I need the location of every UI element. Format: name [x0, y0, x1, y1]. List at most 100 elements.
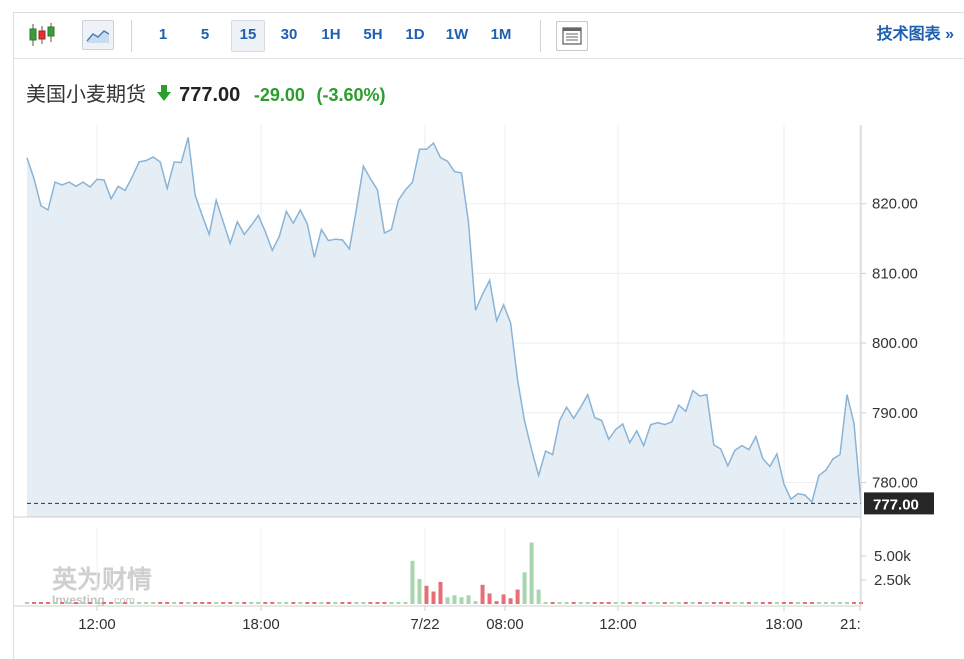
volume-bar: [417, 579, 422, 604]
watermark-cn: 英为财情: [52, 566, 152, 594]
volume-bars: [25, 542, 863, 604]
quote-header: 美国小麦期货 777.00 -29.00 (-3.60%): [26, 78, 386, 106]
interval-5h[interactable]: 5H: [363, 26, 383, 43]
instrument-name: 美国小麦期货: [26, 84, 146, 106]
volume-bar: [445, 597, 450, 604]
price-line: [26, 137, 862, 504]
volume-bar: [354, 602, 359, 604]
interval-5[interactable]: 5: [200, 26, 210, 43]
volume-bar: [564, 602, 569, 604]
x-tick-label: 18:00: [242, 616, 280, 633]
volume-bar: [284, 602, 289, 604]
volume-bar: [683, 602, 688, 604]
volume-bar: [242, 602, 247, 604]
volume-bar: [396, 602, 401, 604]
volume-bar: [312, 602, 317, 604]
volume-bar: [179, 602, 184, 604]
volume-bar: [319, 602, 324, 604]
x-tick-label: 12:00: [78, 616, 116, 633]
last-price-tag-label: 777.00: [873, 496, 919, 513]
volume-bar: [25, 602, 29, 604]
volume-bar: [522, 572, 527, 604]
volume-bar: [200, 602, 205, 604]
volume-bar: [424, 585, 429, 604]
volume-bar: [823, 602, 828, 604]
volume-bar: [606, 602, 611, 604]
volume-bar: [32, 602, 37, 604]
volume-bar: [291, 602, 296, 604]
volume-bar: [711, 602, 716, 604]
volume-bar: [487, 593, 492, 604]
volume-bar: [697, 602, 702, 604]
toolbar-separator: [540, 20, 541, 52]
area-chart-icon[interactable]: [82, 20, 114, 50]
volume-bar: [557, 602, 562, 604]
volume-bar: [172, 602, 177, 604]
volume-bar: [137, 602, 142, 604]
volume-bar: [340, 602, 345, 604]
volume-bar: [767, 602, 772, 604]
volume-bar: [333, 602, 338, 604]
x-tick-label: 21:: [840, 616, 861, 633]
volume-bar: [571, 602, 576, 604]
volume-bar: [130, 602, 135, 604]
interval-15[interactable]: 15: [231, 20, 265, 52]
volume-bar: [109, 602, 114, 604]
volume-bar: [256, 602, 261, 604]
volume-bar: [795, 602, 800, 604]
news-panel-icon[interactable]: [556, 21, 588, 51]
volume-bar: [186, 602, 191, 604]
volume-bar: [620, 602, 625, 604]
volume-bar: [270, 602, 275, 604]
last-price-tag: [864, 492, 934, 515]
volume-bar: [669, 602, 674, 604]
candlestick-icon[interactable]: [26, 20, 58, 50]
volume-bar: [732, 602, 737, 604]
volume-bar: [466, 595, 471, 604]
interval-1d[interactable]: 1D: [405, 26, 425, 43]
volume-bar: [480, 584, 485, 604]
volume-bar: [158, 602, 163, 604]
volume-bar: [305, 602, 310, 604]
volume-bar: [228, 602, 233, 604]
volume-bar: [473, 601, 478, 604]
volume-bar: [725, 602, 730, 604]
y-tick-label: 820.00: [872, 196, 918, 213]
volume-bar: [774, 602, 779, 604]
technical-chart-link[interactable]: 技术图表 »: [876, 26, 954, 43]
price-change: -29.00: [253, 85, 305, 105]
volume-bar: [151, 602, 156, 604]
investing-watermark: 英为财情 Investing .com: [52, 566, 152, 607]
volume-bar: [634, 602, 639, 604]
volume-bar: [214, 602, 219, 604]
volume-bar: [375, 602, 380, 604]
interval-1[interactable]: 1: [158, 26, 168, 43]
volume-bar: [361, 602, 366, 604]
volume-bar: [536, 589, 541, 604]
volume-bar: [410, 560, 415, 604]
volume-bar: [739, 602, 744, 604]
volume-bar: [613, 602, 618, 604]
interval-30[interactable]: 30: [280, 26, 298, 43]
volume-bar: [781, 602, 786, 604]
volume-bar: [102, 602, 107, 604]
volume-bar: [403, 602, 408, 604]
volume-bar: [844, 602, 849, 604]
interval-1m[interactable]: 1M: [490, 26, 512, 43]
volume-bar: [515, 589, 520, 604]
interval-1w[interactable]: 1W: [445, 26, 469, 43]
volume-bar: [438, 581, 443, 604]
volume-bar: [753, 602, 758, 604]
volume-bar: [326, 602, 331, 604]
volume-bar: [389, 602, 394, 604]
volume-bar: [746, 602, 751, 604]
volume-bar: [816, 602, 821, 604]
volume-bar: [221, 602, 226, 604]
volume-bar: [501, 594, 506, 604]
chart-toolbar: 1 5 15 30 1H 5H 1D 1W 1M 技术图表 »: [14, 14, 964, 59]
down-arrow-icon: [156, 84, 172, 102]
volume-bar: [655, 602, 660, 604]
interval-1h[interactable]: 1H: [321, 26, 341, 43]
y-tick-label: 790.00: [872, 405, 918, 422]
